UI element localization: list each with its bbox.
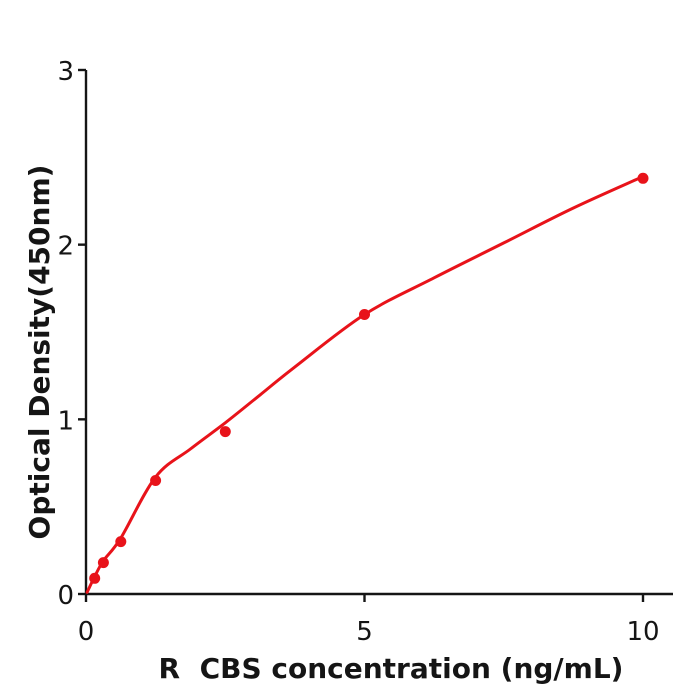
fit-curve-path bbox=[85, 175, 645, 594]
x-tick-label: 5 bbox=[356, 617, 373, 647]
axes: 0 5 10 0 1 2 3 bbox=[57, 57, 673, 647]
data-point bbox=[219, 426, 231, 438]
y-tick-label: 1 bbox=[57, 406, 74, 436]
data-point bbox=[150, 475, 162, 486]
x-tick-label: 0 bbox=[78, 617, 95, 647]
x-tick-label: 10 bbox=[626, 617, 659, 647]
data-point bbox=[89, 572, 101, 584]
y-axis-label: Optical Density(450nm) bbox=[23, 164, 56, 540]
data-point bbox=[359, 309, 370, 320]
data-points bbox=[89, 172, 649, 584]
y-tick-label: 2 bbox=[57, 232, 74, 262]
data-point bbox=[115, 536, 127, 548]
data-point bbox=[97, 557, 109, 569]
x-axis-label: R CBS concentration (ng/mL) bbox=[158, 652, 624, 685]
fit-curve bbox=[85, 175, 645, 594]
y-tick-label: 0 bbox=[57, 581, 74, 611]
y-tick-label: 3 bbox=[57, 57, 74, 87]
data-point bbox=[637, 172, 649, 184]
